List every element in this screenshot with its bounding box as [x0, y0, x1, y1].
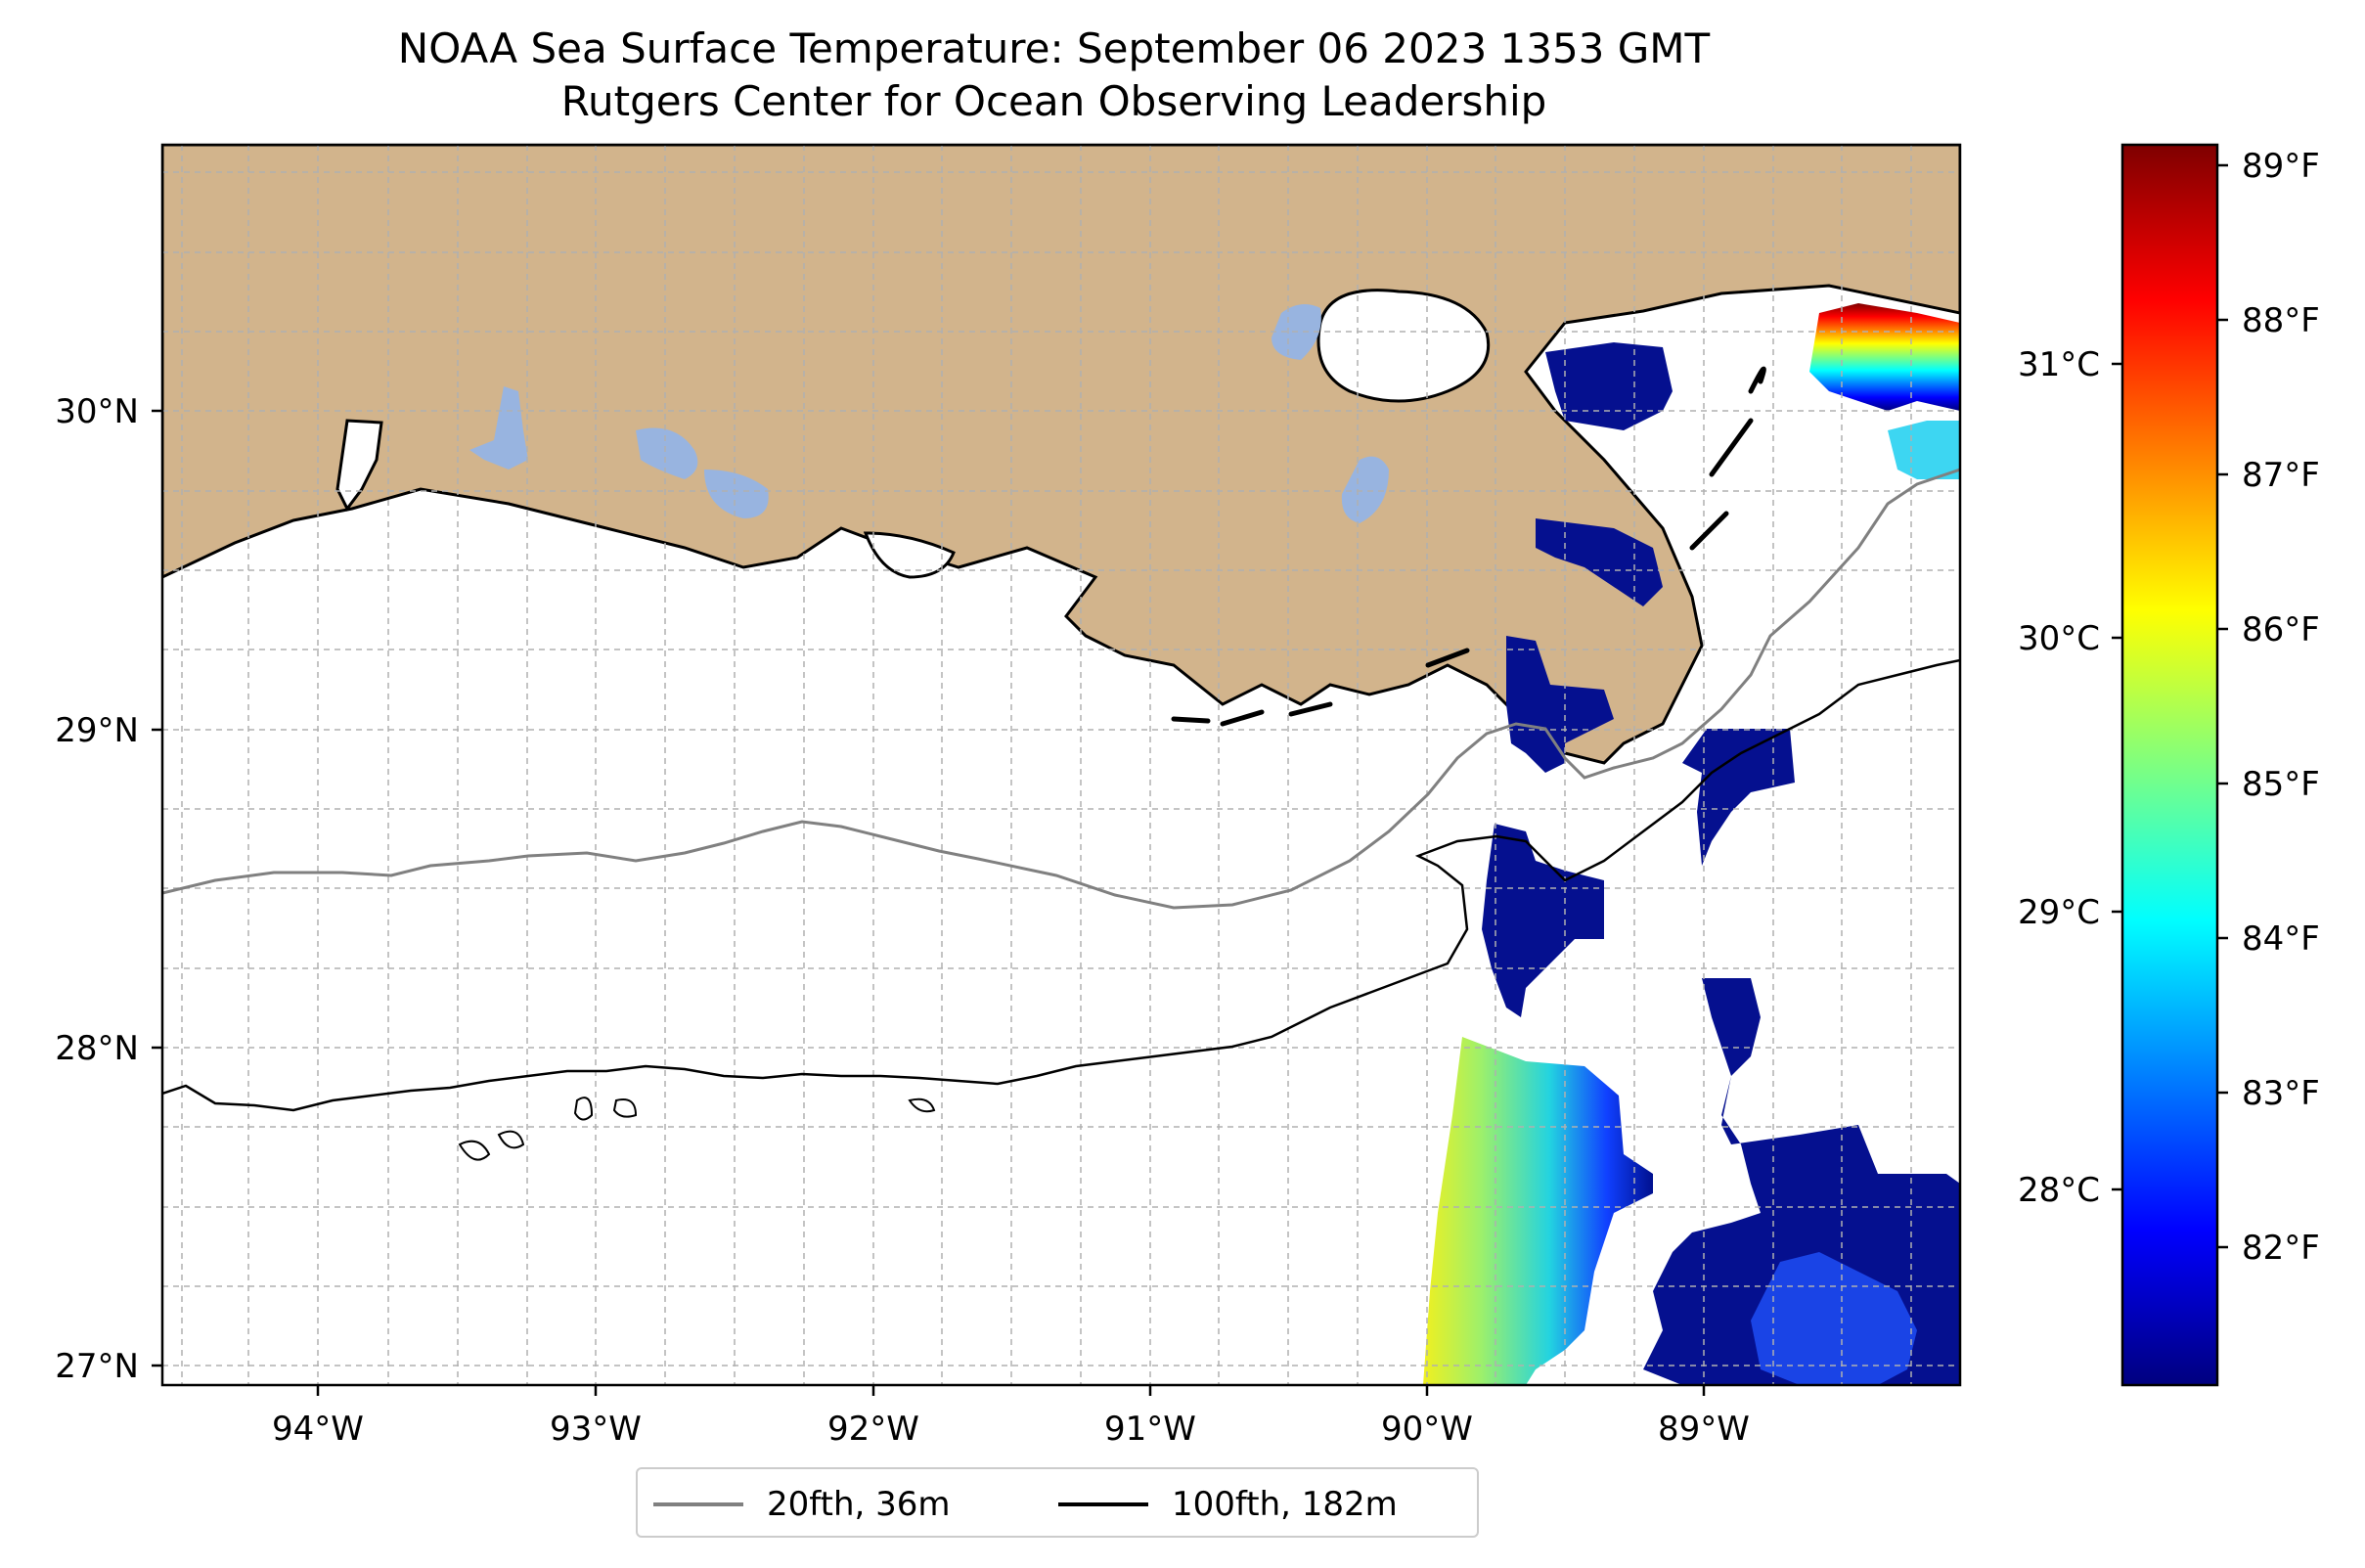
x-tick-label: 91°W: [1104, 1410, 1196, 1449]
y-tick-label: 30°N: [55, 392, 139, 431]
sst-patch-south-east: [1751, 1252, 1917, 1385]
sst-patch-pensacola: [1888, 421, 1960, 479]
x-tick-label: 90°W: [1381, 1410, 1473, 1449]
lake-sabine: [335, 419, 383, 512]
lake-grand: [636, 427, 769, 518]
colorbar-f-tick-label: 82°F: [2242, 1229, 2320, 1268]
legend-item-20fth: 20fth, 36m: [653, 1483, 951, 1526]
x-tick-label: 94°W: [272, 1410, 364, 1449]
colorbar-f-tick-label: 83°F: [2242, 1074, 2320, 1113]
map-panel: [162, 145, 1960, 1385]
legend-line-icon: [653, 1502, 743, 1506]
x-tick-label: 89°W: [1658, 1410, 1750, 1449]
lake-calcasieu: [469, 386, 528, 470]
x-tick-label: 93°W: [550, 1410, 642, 1449]
sst-patch-mobile-bay: [1809, 303, 1960, 411]
banks-islands: [458, 1097, 936, 1161]
sst-patch-mississippi-sound: [1545, 342, 1673, 430]
colorbar-f-tick-label: 86°F: [2242, 610, 2320, 650]
sst-patch-delta-shelf: [1506, 636, 1614, 773]
sst-patch-breton: [1682, 729, 1795, 866]
colorbar-f-tick-label: 84°F: [2242, 919, 2320, 959]
barrier-islands: [1171, 366, 1766, 727]
colorbar-c-tick-label: 31°C: [2018, 345, 2100, 384]
isobath-100fth: [162, 658, 1960, 1112]
colorbar-f-tick-marks: [2217, 163, 2228, 1249]
legend-line-icon: [1058, 1502, 1148, 1506]
lake-salvador: [1341, 456, 1389, 523]
y-tick-marks: [152, 409, 162, 1367]
x-tick-label: 92°W: [827, 1410, 919, 1449]
colorbar-f-tick-label: 85°F: [2242, 765, 2320, 804]
map-title: NOAA Sea Surface Temperature: September …: [397, 24, 1711, 72]
bay-vermilion: [863, 531, 956, 579]
sst-patch-barataria: [1536, 518, 1663, 606]
legend-label: 20fth, 36m: [767, 1485, 951, 1524]
land-louisiana-texas: [162, 145, 1960, 765]
lake-pontchartrain: [1316, 289, 1491, 403]
y-tick-label: 28°N: [55, 1029, 139, 1068]
colorbar-c-tick-label: 29°C: [2018, 893, 2100, 932]
colorbar-c-tick-label: 30°C: [2018, 619, 2100, 658]
sst-data: [1423, 303, 1960, 1385]
sst-patch-warm-eddy: [1423, 1037, 1653, 1385]
map-subtitle: Rutgers Center for Ocean Observing Leade…: [560, 77, 1547, 125]
x-tick-marks: [316, 1385, 1706, 1396]
legend: 20fth, 36m 100fth, 182m: [636, 1467, 1479, 1538]
graticule: [162, 145, 1960, 1385]
colorbar-f-tick-label: 89°F: [2242, 147, 2320, 186]
colorbar: [2120, 143, 2219, 1387]
legend-item-100fth: 100fth, 182m: [1058, 1483, 1398, 1526]
colorbar-c-tick-marks: [2112, 362, 2122, 1191]
y-tick-label: 29°N: [55, 711, 139, 750]
legend-label: 100fth, 182m: [1172, 1485, 1398, 1524]
map-frame: [160, 143, 1962, 1387]
y-tick-label: 27°N: [55, 1347, 139, 1386]
colorbar-f-tick-label: 87°F: [2242, 456, 2320, 495]
colorbar-c-tick-label: 28°C: [2018, 1171, 2100, 1210]
colorbar-f-tick-label: 88°F: [2242, 301, 2320, 340]
isobath-20fth: [162, 468, 1960, 910]
